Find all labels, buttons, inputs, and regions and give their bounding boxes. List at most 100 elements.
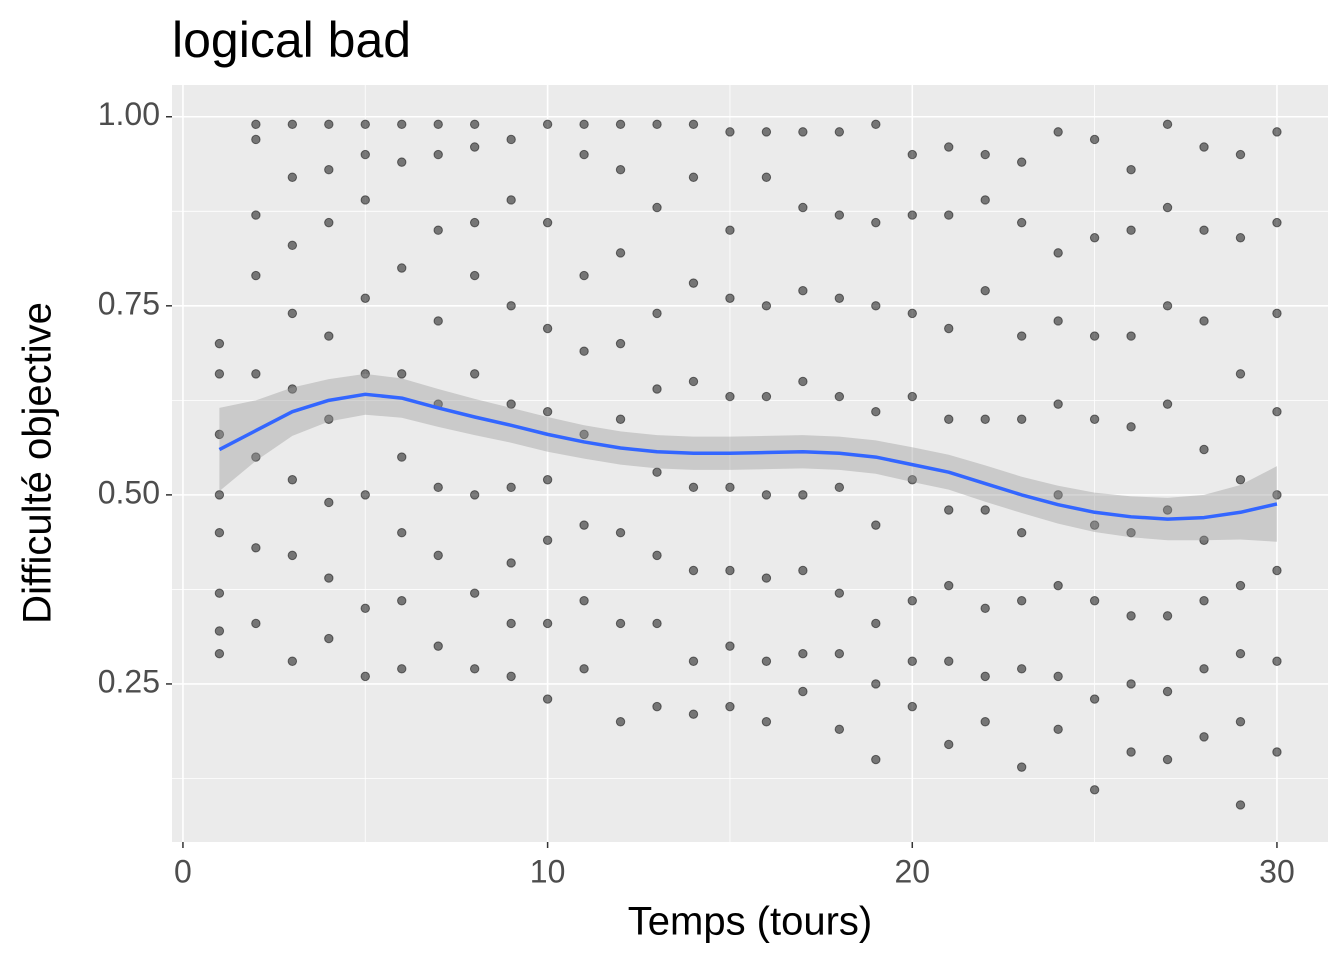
point <box>1089 694 1100 704</box>
point <box>615 717 626 727</box>
point <box>980 505 990 515</box>
point <box>1199 664 1209 674</box>
point <box>469 588 480 598</box>
point <box>1272 127 1282 137</box>
point <box>1053 580 1063 591</box>
point <box>980 671 990 682</box>
point <box>688 482 699 493</box>
point <box>725 565 735 576</box>
point <box>1089 520 1100 530</box>
point <box>725 293 735 303</box>
point <box>871 217 881 228</box>
point <box>506 195 516 205</box>
point <box>980 414 990 424</box>
x-tick-label: 30 <box>1259 853 1295 889</box>
point <box>834 127 845 137</box>
point <box>761 573 772 583</box>
point <box>579 520 589 530</box>
point <box>944 142 954 152</box>
point <box>287 119 298 130</box>
point <box>1162 119 1173 130</box>
point <box>1199 596 1209 606</box>
point <box>506 671 516 682</box>
point <box>542 217 553 228</box>
point <box>360 293 370 303</box>
point <box>1235 475 1246 485</box>
point <box>944 323 954 334</box>
point <box>1053 127 1063 137</box>
point <box>652 384 662 394</box>
point <box>1016 527 1027 538</box>
point <box>433 225 443 235</box>
point <box>652 202 662 213</box>
point <box>251 543 261 553</box>
point <box>397 596 407 606</box>
point <box>615 414 626 424</box>
point <box>1126 422 1136 432</box>
point <box>1162 754 1173 765</box>
point <box>688 656 699 666</box>
point <box>287 550 298 561</box>
point <box>251 210 261 220</box>
point <box>688 709 699 719</box>
point <box>725 701 735 712</box>
point <box>834 588 845 598</box>
x-tick-label: 20 <box>894 853 930 889</box>
point <box>1016 217 1027 228</box>
point <box>907 210 917 220</box>
point <box>871 520 881 530</box>
point <box>324 164 334 175</box>
point <box>506 558 516 568</box>
point <box>1089 414 1100 424</box>
point <box>1126 747 1136 757</box>
point <box>1272 490 1282 500</box>
point <box>251 369 261 379</box>
point <box>469 217 480 228</box>
y-tick-label: 0.50 <box>98 474 160 510</box>
point <box>725 391 735 402</box>
point <box>579 346 589 356</box>
point <box>542 323 553 334</box>
point <box>360 369 370 379</box>
point <box>287 384 298 394</box>
point <box>907 391 917 402</box>
point <box>1272 565 1282 576</box>
point <box>725 225 735 235</box>
point <box>1053 671 1063 682</box>
y-tick-label: 0.75 <box>98 285 160 321</box>
point <box>980 285 990 296</box>
point <box>397 369 407 379</box>
point <box>725 482 735 493</box>
point <box>542 694 553 704</box>
point <box>214 490 225 500</box>
point <box>980 603 990 614</box>
point <box>397 157 407 167</box>
point <box>324 497 334 508</box>
point <box>798 285 808 296</box>
point <box>871 618 881 629</box>
point <box>214 429 225 440</box>
point <box>798 490 808 500</box>
point <box>287 475 298 485</box>
point <box>1235 149 1246 160</box>
y-tick-label: 0.25 <box>98 663 160 699</box>
point <box>433 641 443 651</box>
point <box>287 240 298 251</box>
point <box>1126 679 1136 689</box>
point <box>251 119 261 130</box>
point <box>652 618 662 629</box>
point <box>1053 490 1063 500</box>
point <box>944 656 954 666</box>
point <box>542 119 553 130</box>
point <box>214 626 225 636</box>
point <box>579 119 589 130</box>
point <box>980 195 990 205</box>
point <box>469 270 480 281</box>
point <box>1272 308 1282 319</box>
point <box>469 664 480 674</box>
point <box>615 164 626 175</box>
point <box>615 618 626 629</box>
point <box>1235 648 1246 659</box>
point <box>652 119 662 130</box>
point <box>688 376 699 387</box>
